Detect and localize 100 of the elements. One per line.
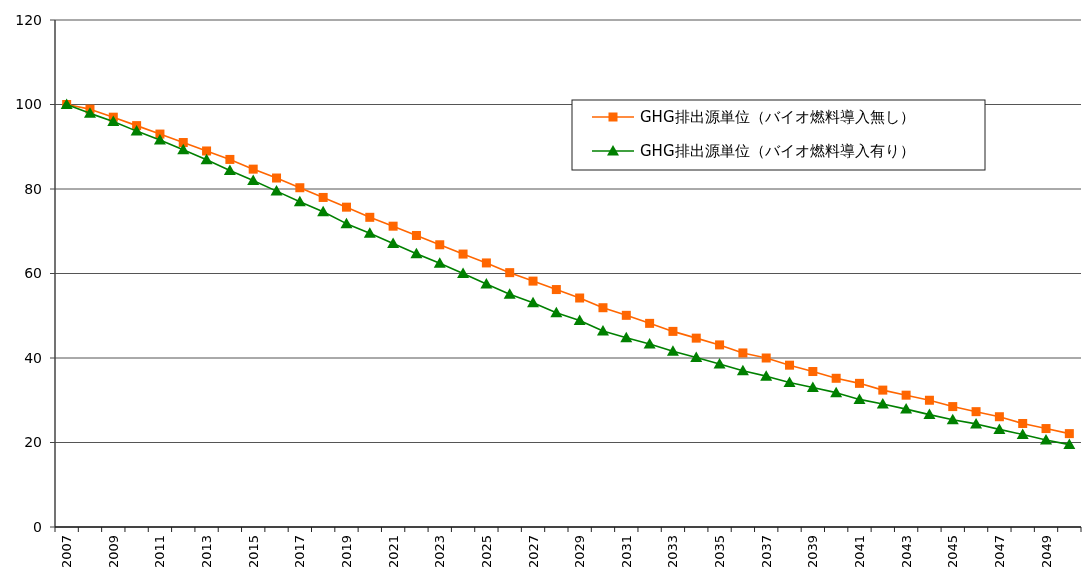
point (223, 164, 236, 175)
point (806, 381, 819, 393)
point (503, 288, 516, 299)
point (876, 398, 889, 409)
x-tick-label: 2045 (945, 535, 961, 569)
x-tick-label: 2009 (105, 535, 121, 569)
point (831, 373, 841, 383)
y-tick-label: 120 (15, 11, 42, 28)
point (993, 423, 1006, 434)
point (200, 153, 213, 165)
point (785, 360, 795, 370)
point (247, 174, 260, 186)
point (575, 293, 585, 303)
point (573, 314, 586, 325)
y-tick-label: 100 (15, 96, 42, 113)
point (527, 296, 540, 308)
y-tick-label: 0 (33, 518, 42, 535)
point (295, 183, 305, 193)
point (433, 257, 446, 268)
x-tick-label: 2015 (245, 535, 261, 569)
point (760, 370, 773, 381)
point (994, 412, 1004, 422)
y-tick-label: 40 (24, 349, 42, 366)
point (83, 107, 96, 118)
point (900, 403, 913, 414)
point (293, 195, 306, 207)
point (528, 276, 538, 286)
legend-label: GHG排出源単位（バイオ燃料導入無し） (640, 108, 915, 127)
point (690, 351, 703, 363)
y-tick-label: 80 (24, 180, 42, 197)
point (736, 364, 749, 376)
point (388, 221, 398, 231)
point (177, 143, 190, 155)
point (457, 267, 470, 278)
point (387, 237, 400, 248)
point (691, 333, 701, 343)
point (645, 318, 655, 328)
point (761, 353, 771, 363)
x-tick-label: 2025 (478, 535, 494, 569)
x-tick-label: 2021 (385, 535, 401, 569)
point (808, 367, 818, 377)
point (1018, 418, 1028, 428)
point (202, 146, 212, 156)
point (738, 348, 748, 358)
point (598, 303, 608, 313)
point (435, 240, 445, 250)
point (924, 395, 934, 405)
x-tick-label: 2031 (618, 535, 634, 569)
point (620, 331, 633, 343)
point (971, 407, 981, 417)
point (107, 115, 120, 126)
point (948, 402, 958, 412)
point (410, 247, 423, 259)
point (340, 217, 353, 229)
point (666, 345, 679, 356)
x-tick-label: 2013 (199, 535, 215, 569)
x-tick-label: 2039 (805, 535, 821, 569)
point (341, 202, 351, 212)
point (643, 338, 656, 349)
x-tick-label: 2027 (525, 535, 541, 569)
point (830, 386, 843, 398)
legend-label: GHG排出源単位（バイオ燃料導入有り） (640, 142, 915, 161)
x-tick-label: 2019 (339, 535, 355, 569)
x-tick-label: 2049 (1038, 535, 1054, 569)
point (270, 185, 283, 196)
point (1041, 424, 1051, 434)
point (715, 340, 725, 350)
point (1064, 429, 1074, 439)
point (130, 125, 143, 136)
point (317, 205, 330, 217)
y-tick-label: 20 (24, 434, 42, 451)
point (878, 385, 888, 395)
point (550, 306, 563, 318)
x-tick-label: 2043 (898, 535, 914, 569)
x-tick-label: 2035 (712, 535, 728, 569)
point (225, 154, 235, 164)
x-tick-label: 2011 (152, 535, 168, 569)
x-tick-label: 2023 (432, 535, 448, 569)
point (1063, 438, 1076, 450)
x-tick-label: 2047 (991, 535, 1007, 569)
point (458, 249, 468, 259)
point (668, 326, 678, 336)
x-tick-label: 2037 (758, 535, 774, 569)
point (783, 376, 796, 388)
point (1016, 428, 1029, 439)
point (970, 417, 983, 429)
point (363, 227, 376, 238)
point (853, 393, 866, 404)
x-tick-label: 2041 (852, 535, 868, 569)
point (318, 192, 328, 202)
point (365, 212, 375, 222)
point (901, 390, 911, 400)
point (551, 285, 561, 295)
point (505, 268, 515, 278)
point (481, 258, 491, 268)
point (411, 230, 421, 240)
point (923, 408, 936, 420)
point (272, 173, 282, 183)
x-tick-label: 2017 (292, 535, 308, 569)
x-tick-label: 2033 (665, 535, 681, 569)
